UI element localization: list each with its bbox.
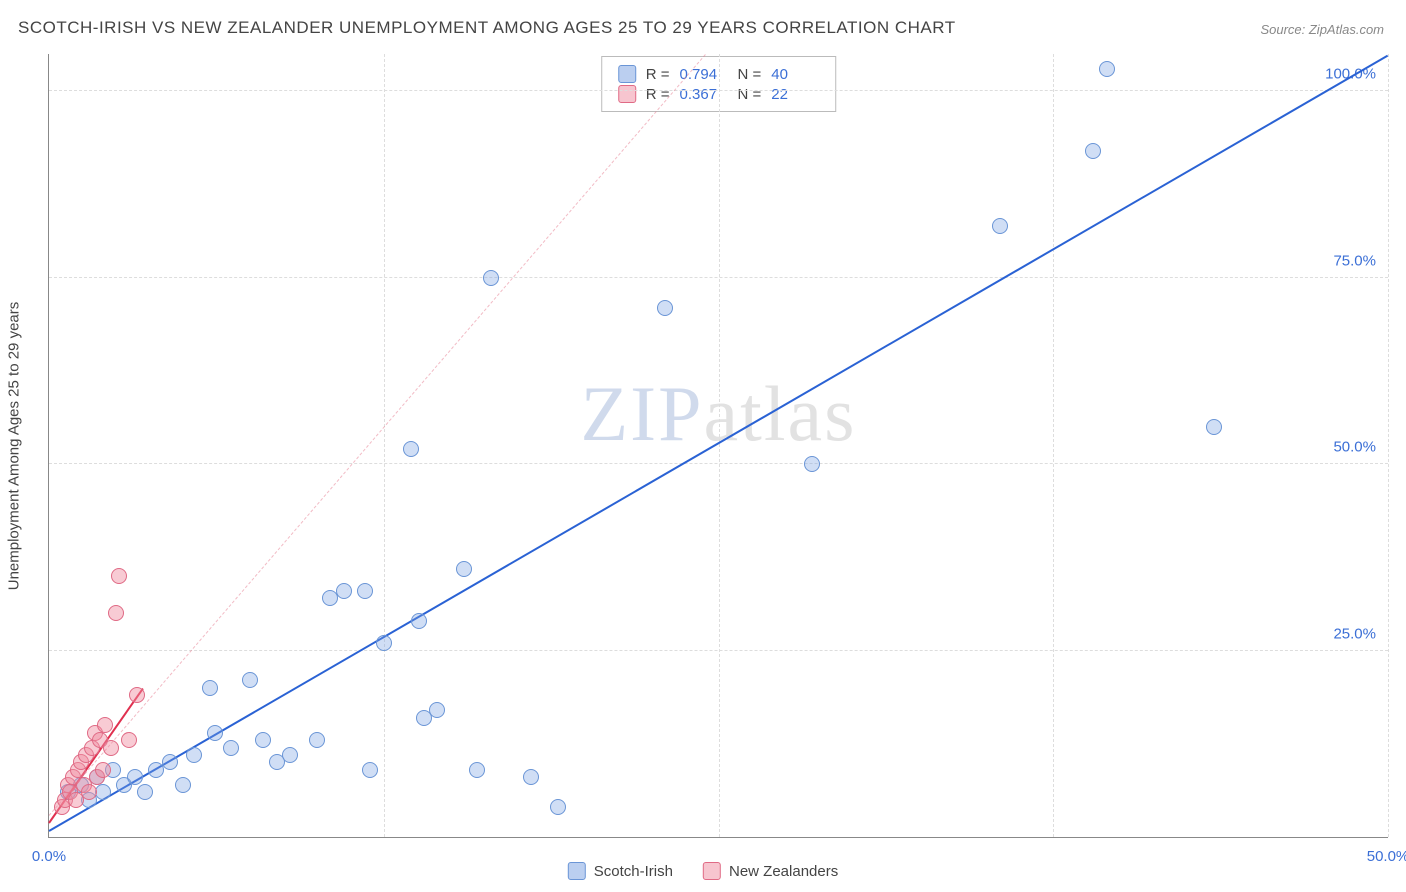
n-value: 40 xyxy=(771,66,819,83)
y-tick-label: 25.0% xyxy=(1333,625,1376,642)
data-point xyxy=(162,754,178,770)
grid-line-v xyxy=(384,54,385,837)
grid-line-v xyxy=(1053,54,1054,837)
data-point xyxy=(137,784,153,800)
data-point xyxy=(282,747,298,763)
data-point xyxy=(95,762,111,778)
data-point xyxy=(469,762,485,778)
data-point xyxy=(81,784,97,800)
data-point xyxy=(255,732,271,748)
data-point xyxy=(121,732,137,748)
y-tick-label: 50.0% xyxy=(1333,439,1376,456)
data-point xyxy=(103,740,119,756)
data-point xyxy=(336,583,352,599)
legend-item: Scotch-Irish xyxy=(568,862,673,880)
legend-label: Scotch-Irish xyxy=(594,863,673,880)
data-point xyxy=(1085,143,1101,159)
plot-area: ZIPatlas R =0.794N =40R =0.367N =22 25.0… xyxy=(48,54,1388,838)
data-point xyxy=(127,769,143,785)
x-tick-label: 0.0% xyxy=(32,848,66,865)
chart-title: SCOTCH-IRISH VS NEW ZEALANDER UNEMPLOYME… xyxy=(18,18,956,38)
data-point xyxy=(483,270,499,286)
y-tick-label: 75.0% xyxy=(1333,252,1376,269)
y-tick-label: 100.0% xyxy=(1325,66,1376,83)
x-tick-label: 50.0% xyxy=(1367,848,1406,865)
data-point xyxy=(242,672,258,688)
data-point xyxy=(456,561,472,577)
data-point xyxy=(523,769,539,785)
trend-line xyxy=(49,54,706,815)
legend-swatch xyxy=(618,65,636,83)
data-point xyxy=(429,702,445,718)
data-point xyxy=(411,613,427,629)
data-point xyxy=(357,583,373,599)
legend-swatch xyxy=(703,862,721,880)
data-point xyxy=(550,799,566,815)
r-value: 0.367 xyxy=(680,86,728,103)
data-point xyxy=(804,456,820,472)
data-point xyxy=(175,777,191,793)
n-label: N = xyxy=(738,66,762,83)
data-point xyxy=(309,732,325,748)
data-point xyxy=(362,762,378,778)
data-point xyxy=(1206,419,1222,435)
data-point xyxy=(207,725,223,741)
legend-swatch xyxy=(618,85,636,103)
grid-line-v xyxy=(719,54,720,837)
data-point xyxy=(111,568,127,584)
data-point xyxy=(129,687,145,703)
legend-label: New Zealanders xyxy=(729,863,838,880)
data-point xyxy=(657,300,673,316)
n-label: N = xyxy=(738,86,762,103)
y-axis-label: Unemployment Among Ages 25 to 29 years xyxy=(6,302,23,591)
legend-item: New Zealanders xyxy=(703,862,838,880)
data-point xyxy=(1099,61,1115,77)
data-point xyxy=(97,717,113,733)
data-point xyxy=(403,441,419,457)
data-point xyxy=(376,635,392,651)
n-value: 22 xyxy=(771,86,819,103)
grid-line-v xyxy=(1388,54,1389,837)
data-point xyxy=(992,218,1008,234)
data-point xyxy=(108,605,124,621)
series-legend: Scotch-Irish New Zealanders xyxy=(568,862,838,880)
data-point xyxy=(186,747,202,763)
source-label: Source: ZipAtlas.com xyxy=(1260,22,1384,37)
r-label: R = xyxy=(646,66,670,83)
legend-swatch xyxy=(568,862,586,880)
data-point xyxy=(223,740,239,756)
data-point xyxy=(202,680,218,696)
